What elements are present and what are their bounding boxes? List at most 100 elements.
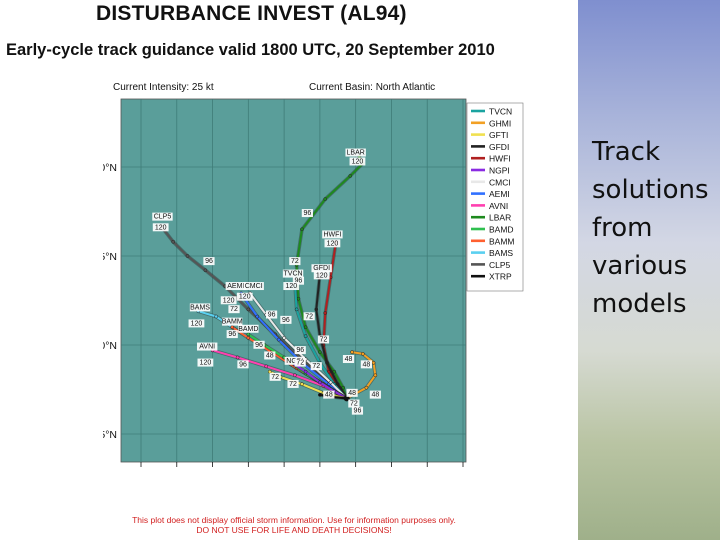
legend-label-gfti: GFTI [489, 130, 508, 140]
track-label: 120 [285, 283, 297, 290]
legend-label-bams: BAMS [489, 248, 513, 258]
track-label: 72 [312, 363, 320, 370]
track-point [303, 334, 308, 338]
track-label: 72 [320, 336, 328, 343]
caption-line-1: Track [592, 137, 661, 167]
track-point [318, 350, 322, 354]
track-label-bg [287, 379, 299, 388]
track-label: 96 [255, 342, 263, 349]
track-label-bg [346, 388, 358, 397]
track-label-bg [313, 271, 330, 280]
caption: Track solutions from various models [592, 133, 720, 323]
track-label-bg [253, 340, 265, 349]
track-label: BAMD [238, 326, 258, 333]
track-label-bg [188, 319, 205, 328]
track-point [341, 385, 345, 390]
caption-line-5: models [592, 289, 687, 319]
track-label: HWFI [323, 231, 341, 238]
track-label-bg [197, 358, 214, 367]
track-label-bg [189, 303, 211, 312]
track-label: 96 [205, 258, 213, 265]
track-label-bg [238, 324, 259, 333]
track-label: LBAR [347, 150, 365, 157]
track-label: 120 [316, 272, 328, 279]
track-label: BAMS [190, 304, 210, 311]
gradient-side-panel [578, 0, 720, 540]
track-point [314, 307, 319, 312]
page-subtitle: Early-cycle track guidance valid 1800 UT… [6, 41, 495, 59]
legend-label-bamm: BAMM [489, 236, 515, 246]
track-label-bg [264, 351, 276, 360]
track-label-bg [360, 360, 372, 369]
track-point [325, 360, 329, 365]
track-label: CMCI [245, 283, 263, 290]
track-label-bg [351, 406, 364, 415]
track-label: 120 [223, 297, 235, 304]
track-point [246, 332, 251, 337]
page-title: DISTURBANCE INVEST (AL94) [96, 2, 407, 25]
storm-position-marker [343, 395, 350, 402]
legend-label-avni: AVNI [489, 201, 508, 211]
track-point [360, 352, 365, 356]
track-label-bg [203, 257, 215, 266]
track-point [255, 314, 260, 319]
track-label: 72 [296, 360, 304, 367]
track-label-bg [280, 315, 292, 324]
disclaimer-line-1: This plot does not display official stor… [132, 515, 456, 525]
track-label-bg [152, 212, 173, 221]
track-label-bg [226, 330, 238, 339]
legend-label-gfdi: GFDI [489, 142, 509, 152]
track-label-bg [282, 269, 304, 278]
track-label: 48 [345, 356, 353, 363]
track-label: 120 [155, 224, 167, 231]
track-label: GFDI [313, 265, 330, 272]
track-map-svg: Current Intensity: 25 kt Current Basin: … [94, 75, 575, 493]
legend-label-ngpi: NGPI [489, 166, 510, 176]
track-point [348, 174, 353, 178]
track-label: 120 [191, 320, 203, 327]
track-label: 72 [291, 258, 299, 265]
caption-line-2: solutions [592, 175, 709, 205]
track-point [328, 380, 333, 385]
legend-label-ghmi: GHMI [489, 118, 511, 128]
track-label-bg [301, 209, 313, 218]
track-label: 96 [282, 317, 290, 324]
disclaimer-line-2: DO NOT USE FOR LIFE AND DEATH DECISIONS! [196, 525, 392, 535]
track-aemi [240, 292, 348, 400]
track-label: 48 [363, 361, 371, 368]
legend-label-clp5: CLP5 [489, 260, 511, 270]
caption-line-4: various [592, 251, 688, 281]
track-label: 96 [296, 347, 304, 354]
track-label-bg [236, 292, 253, 301]
track-point [364, 385, 369, 390]
legend-label-cmci: CMCI [489, 177, 511, 187]
track-label-bg [324, 239, 341, 248]
legend-label-hwfi: HWFI [489, 154, 511, 164]
legend-label-tvcn: TVCN [489, 107, 512, 117]
current-basin-label: Current Basin: North Atlantic [309, 82, 435, 93]
track-label-bg [228, 305, 240, 314]
track-label-bg [345, 148, 366, 157]
track-point [246, 336, 251, 340]
track-label-bg [303, 312, 315, 321]
track-label: 120 [352, 158, 364, 165]
track-label-bg [222, 317, 243, 326]
track-tvcn [293, 280, 348, 400]
track-label-bg [265, 310, 278, 319]
track-point [371, 360, 376, 365]
track-label-bg [323, 390, 335, 399]
track-label: 48 [325, 392, 333, 399]
track-point [323, 197, 328, 201]
track-label-bg [196, 342, 218, 351]
lat-label: 20°N [103, 340, 117, 352]
track-label: AEMI [227, 283, 244, 290]
track-label-bg [369, 390, 381, 399]
legend-label-bamd: BAMD [489, 225, 514, 235]
legend-label-aemi: AEMI [489, 189, 510, 199]
track-gfdi [315, 273, 348, 399]
track-point [294, 307, 299, 312]
track-point [235, 355, 240, 360]
